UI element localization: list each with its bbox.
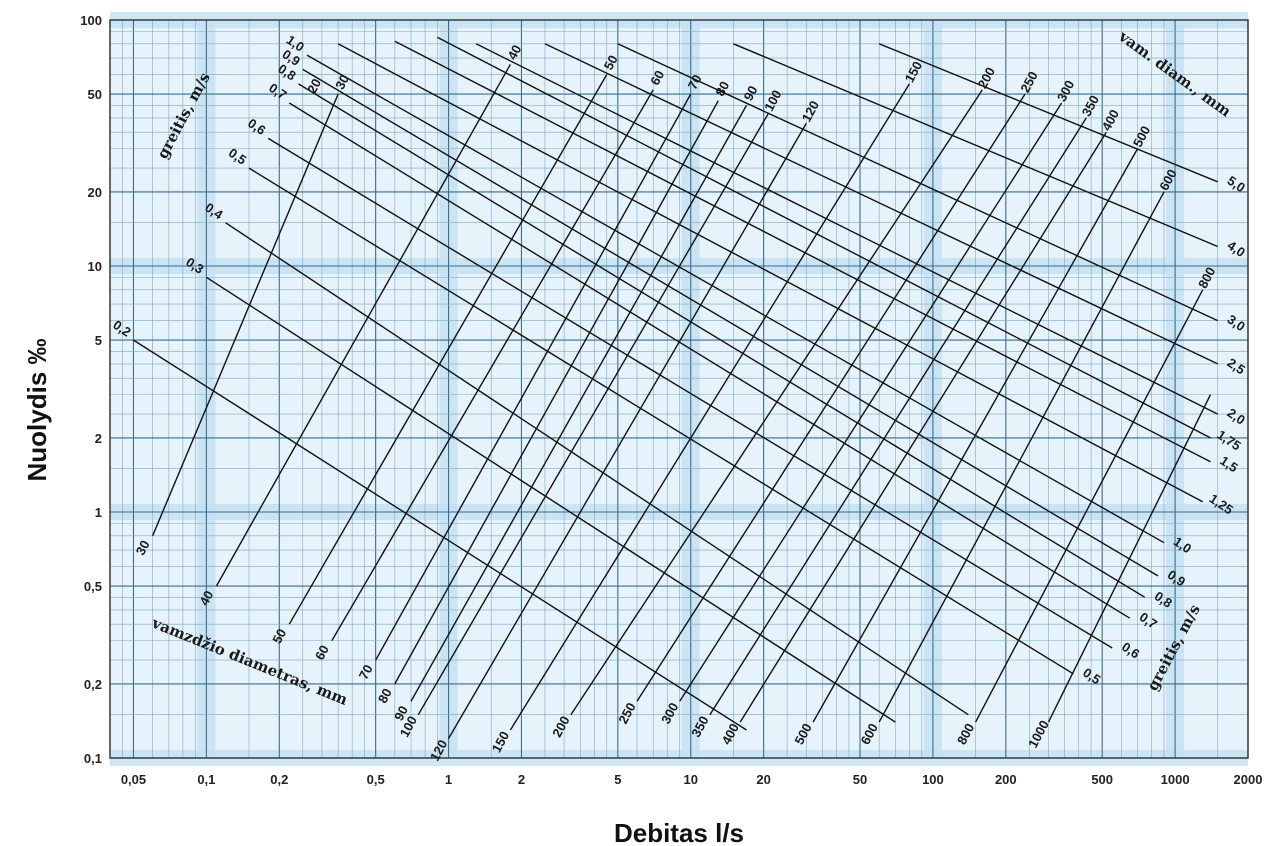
y-tick-label: 10 (88, 259, 102, 274)
curve-velocity-23 (267, 137, 1113, 649)
x-axis-title: Debitas l/s (614, 818, 744, 846)
diameter-bottom-label: 80 (375, 686, 395, 706)
diameter-top-label: 80 (712, 79, 732, 99)
y-tick-label: 5 (95, 333, 102, 348)
curve-velocity-25 (298, 83, 1146, 598)
x-tick-label: 1 (445, 772, 452, 787)
curve-velocity-29 (394, 40, 1211, 463)
x-tick-label: 20 (756, 772, 770, 787)
curve-diameter-2 (288, 74, 608, 625)
y-tick-label: 20 (88, 185, 102, 200)
y-tick-label: 0,5 (84, 579, 102, 594)
curve-velocity-32 (544, 43, 1219, 365)
x-tick-label: 500 (1091, 772, 1113, 787)
x-tick-label: 2 (518, 772, 525, 787)
y-tick-label: 100 (80, 13, 102, 28)
curve-diameter-13 (709, 117, 1087, 716)
curve-diameter-14 (739, 131, 1107, 723)
x-tick-label: 50 (853, 772, 867, 787)
curve-velocity-19 (133, 339, 747, 731)
diameter-bottom-label: 90 (391, 703, 411, 723)
y-tick-label: 50 (88, 87, 102, 102)
curve-velocity-30 (437, 36, 1211, 439)
curve-diameter-4 (375, 93, 692, 661)
x-tick-label: 100 (922, 772, 944, 787)
diameter-top-label: 90 (741, 83, 761, 103)
diameter-top-label: 30 (332, 72, 352, 92)
curve-diameter-11 (636, 93, 1026, 702)
y-tick-label: 1 (95, 505, 102, 520)
diameter-bottom-label: 30 (133, 538, 153, 558)
curve-velocity-26 (302, 68, 1159, 577)
y-tick-labels: 0,1 0,2 0,5 1 2 5 10 20 50 100 (80, 13, 102, 766)
y-axis-title: Nuolydis ‰ (22, 338, 52, 481)
diameter-bottom-label: 50 (269, 626, 289, 646)
diameter-top-label: 60 (647, 68, 667, 88)
curve-velocity-22 (248, 167, 1074, 675)
curve-velocity-20 (206, 276, 896, 723)
y-tick-label: 0,2 (84, 677, 102, 692)
x-tick-label: 0,5 (367, 772, 385, 787)
diameter-bottom-label: 40 (196, 588, 216, 608)
curve-velocity-27 (306, 54, 1165, 544)
x-tick-label: 5 (614, 772, 621, 787)
curve-diameter-0 (151, 93, 339, 537)
diameter-top-label: 50 (601, 53, 621, 73)
curve-diameter-8 (447, 123, 807, 739)
y-tick-label: 2 (95, 431, 102, 446)
x-tick-labels: 0,05 0,1 0,2 0,5 1 2 5 10 20 50 100 200 500 1000 2000 (121, 772, 1263, 787)
grid (109, 19, 1249, 759)
diameter-bottom-label: 60 (312, 643, 332, 663)
diameter-bottom-label: 70 (356, 662, 376, 682)
curves (133, 36, 1219, 739)
curve-diameter-7 (417, 112, 770, 716)
diameter-top-label: 40 (504, 42, 524, 62)
curve-velocity-31 (475, 43, 1219, 415)
curve-velocity-28 (337, 43, 1204, 503)
curve-diameter-6 (410, 104, 748, 702)
curve-diameter-1 (215, 64, 512, 587)
curve-diameter-5 (394, 100, 719, 685)
curve-diameter-12 (679, 102, 1063, 702)
diameter-top-label: 70 (685, 72, 705, 92)
curve-velocity-35 (878, 43, 1218, 183)
x-tick-label: 0,05 (121, 772, 146, 787)
curve-velocity-33 (617, 43, 1218, 322)
curve-velocity-34 (733, 43, 1218, 248)
plot-background (110, 20, 1248, 758)
curve-diameter-16 (878, 191, 1165, 723)
x-tick-label: 0,2 (270, 772, 288, 787)
x-tick-label: 200 (995, 772, 1017, 787)
x-tick-label: 0,1 (197, 772, 215, 787)
curve-velocity-21 (225, 222, 969, 716)
y-tick-label: 0,1 (84, 751, 102, 766)
x-tick-label: 10 (684, 772, 698, 787)
curve-velocity-24 (288, 102, 1131, 619)
plot-frame (109, 19, 1249, 759)
curve-diameter-17 (974, 289, 1204, 723)
x-tick-label: 1000 (1161, 772, 1190, 787)
x-tick-label: 2000 (1234, 772, 1263, 787)
diameter-top-label: 20 (304, 76, 324, 96)
